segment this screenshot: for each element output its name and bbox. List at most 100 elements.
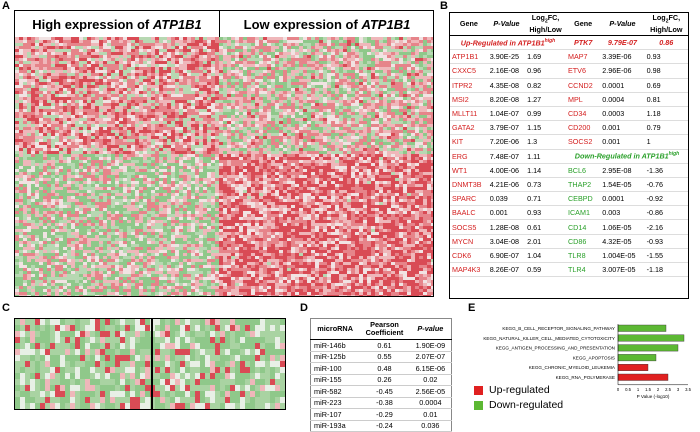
- heatmap-cell: [403, 43, 407, 46]
- heatmap-cell: [147, 136, 151, 139]
- heatmap-cell: [63, 64, 67, 67]
- heatmap-cell: [111, 94, 115, 97]
- heatmap-cell: [275, 49, 279, 52]
- heatmap-cell: [199, 124, 203, 127]
- heatmap-cell: [71, 76, 75, 79]
- heatmap-cell: [427, 118, 431, 121]
- heatmap-cell: [319, 46, 323, 49]
- heatmap-cell: [383, 79, 387, 82]
- heatmap-cell: [107, 100, 111, 103]
- heatmap-cell: [431, 58, 433, 61]
- heatmap-cell: [203, 133, 207, 136]
- heatmap-cell: [23, 166, 27, 169]
- heatmap-cell: [151, 145, 155, 148]
- heatmap-cell: [167, 130, 171, 133]
- heatmap-cell: [271, 130, 275, 133]
- heatmap-cell: [139, 154, 143, 157]
- heatmap-cell: [187, 157, 191, 160]
- heatmap-cell: [271, 58, 275, 61]
- heatmap-cell: [347, 145, 351, 148]
- heatmap-cell: [335, 145, 339, 148]
- heatmap-cell: [43, 115, 47, 118]
- heatmap-cell: [379, 46, 383, 49]
- heatmap-cell: [67, 166, 71, 169]
- heatmap-cell: [327, 64, 331, 67]
- heatmap-cell: [87, 178, 91, 181]
- heatmap-cell: [115, 112, 119, 115]
- heatmap-cell: [171, 67, 175, 70]
- heatmap-cell: [239, 40, 243, 43]
- heatmap-cell: [151, 163, 155, 166]
- heatmap-cell: [307, 55, 311, 58]
- heatmap-cell: [411, 118, 415, 121]
- heatmap-cell: [191, 64, 195, 67]
- heatmap-cell: [127, 106, 131, 109]
- heatmap-cell: [123, 85, 127, 88]
- heatmap-cell: [239, 118, 243, 121]
- heatmap-cell: [127, 40, 131, 43]
- heatmap-cell: [275, 94, 279, 97]
- heatmap-cell: [339, 67, 343, 70]
- heatmap-cell: [299, 142, 303, 145]
- heatmap-cell: [15, 163, 19, 166]
- heatmap-cell: [115, 79, 119, 82]
- heatmap-cell: [307, 172, 311, 175]
- heatmap-cell: [87, 160, 91, 163]
- heatmap-cell: [251, 91, 255, 94]
- heatmap-cell: [263, 127, 267, 130]
- heatmap-cell: [259, 55, 263, 58]
- heatmap-cell: [307, 46, 311, 49]
- heatmap-cell: [207, 124, 211, 127]
- heatmap-cell: [207, 133, 211, 136]
- heatmap-cell: [151, 88, 155, 91]
- heatmap-cell: [83, 103, 87, 106]
- heatmap-cell: [147, 121, 151, 124]
- heatmap-cell: [35, 82, 39, 85]
- heatmap-cell: [87, 79, 91, 82]
- heatmap-cell: [351, 130, 355, 133]
- heatmap-cell: [283, 43, 287, 46]
- heatmap-cell: [15, 94, 19, 97]
- heatmap-cell: [199, 175, 203, 178]
- heatmap-cell: [379, 142, 383, 145]
- heatmap-cell: [415, 112, 419, 115]
- heatmap-cell: [43, 70, 47, 73]
- heatmap-cell: [403, 115, 407, 118]
- heatmap-cell: [347, 97, 351, 100]
- heatmap-cell: [95, 175, 99, 178]
- heatmap-cell: [431, 121, 433, 124]
- heatmap-cell: [155, 121, 159, 124]
- heatmap-cell: [311, 115, 315, 118]
- heatmap-cell: [295, 169, 299, 172]
- heatmap-cell: [227, 94, 231, 97]
- heatmap-cell: [83, 79, 87, 82]
- heatmap-cell: [31, 100, 35, 103]
- heatmap-cell: [203, 151, 207, 154]
- heatmap-cell: [335, 118, 339, 121]
- heatmap-cell: [163, 109, 167, 112]
- heatmap-cell: [151, 121, 155, 124]
- heatmap-cell: [423, 142, 427, 145]
- heatmap-cell: [27, 46, 31, 49]
- heatmap-cell: [391, 115, 395, 118]
- heatmap-cell: [419, 40, 423, 43]
- heatmap-cell: [239, 154, 243, 157]
- heatmap-cell: [75, 88, 79, 91]
- heatmap-cell: [343, 145, 347, 148]
- heatmap-cell: [51, 127, 55, 130]
- heatmap-cell: [307, 37, 311, 40]
- heatmap-cell: [171, 148, 175, 151]
- heatmap-cell: [55, 157, 59, 160]
- heatmap-cell: [235, 154, 239, 157]
- heatmap-cell: [231, 163, 235, 166]
- heatmap-cell: [295, 151, 299, 154]
- heatmap-cell: [23, 70, 27, 73]
- heatmap-cell: [151, 64, 155, 67]
- heatmap-cell: [115, 166, 119, 169]
- heatmap-cell: [319, 88, 323, 91]
- heatmap-cell: [387, 121, 391, 124]
- heatmap-cell: [399, 115, 403, 118]
- heatmap-cell: [375, 139, 379, 142]
- heatmap-cell: [99, 124, 103, 127]
- heatmap-cell: [315, 70, 319, 73]
